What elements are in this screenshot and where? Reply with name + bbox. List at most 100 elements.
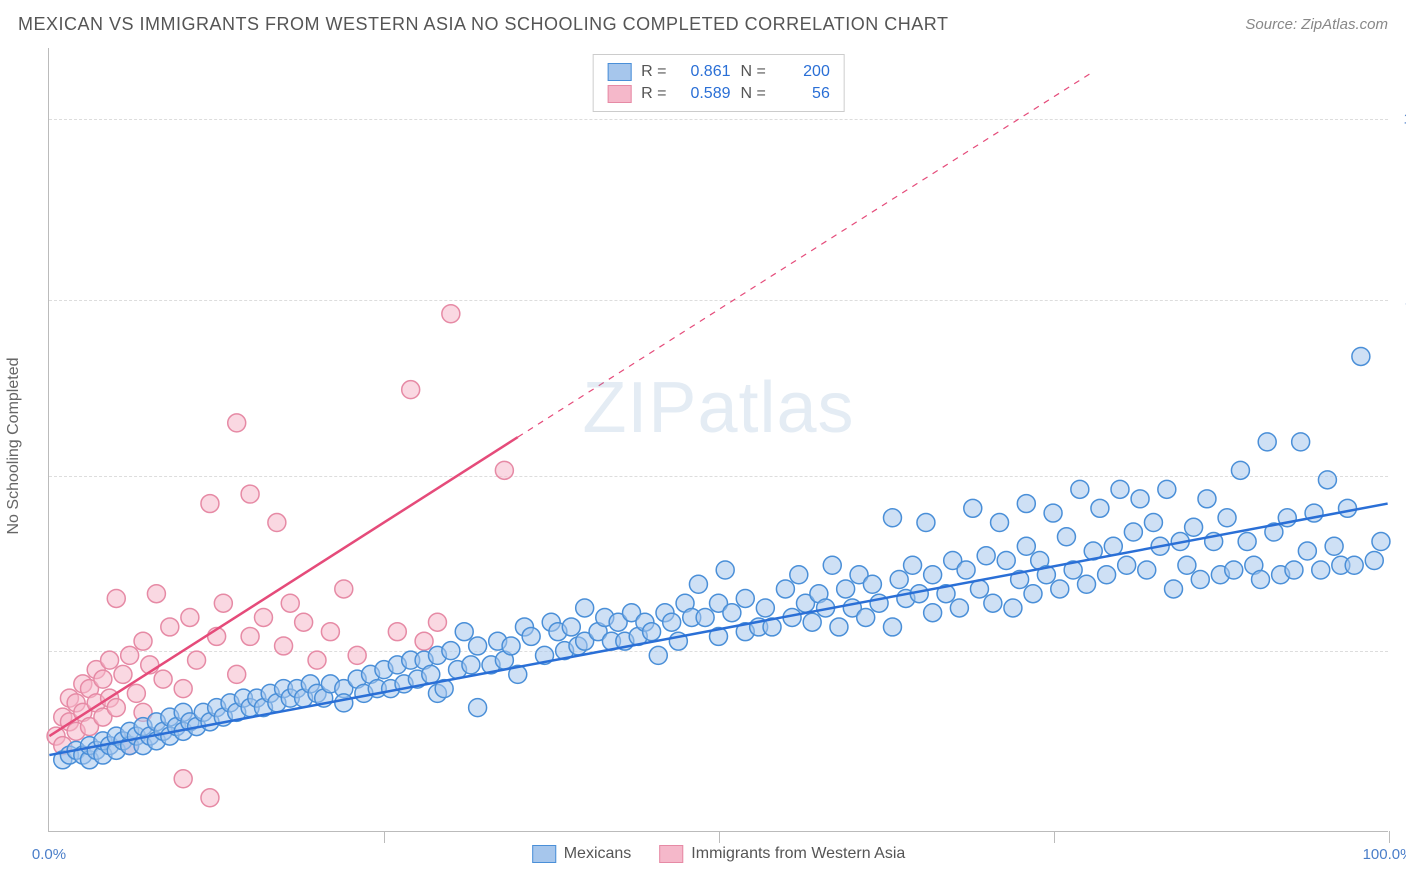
scatter-point bbox=[1158, 480, 1176, 498]
scatter-point bbox=[1191, 571, 1209, 589]
chart-header: MEXICAN VS IMMIGRANTS FROM WESTERN ASIA … bbox=[0, 0, 1406, 48]
scatter-point bbox=[268, 514, 286, 532]
scatter-point bbox=[469, 699, 487, 717]
scatter-point bbox=[1024, 585, 1042, 603]
scatter-point bbox=[957, 561, 975, 579]
scatter-point bbox=[857, 608, 875, 626]
legend-item-blue: Mexicans bbox=[532, 845, 632, 863]
scatter-point bbox=[428, 613, 446, 631]
scatter-point bbox=[201, 789, 219, 807]
scatter-point bbox=[1218, 509, 1236, 527]
scatter-point bbox=[984, 594, 1002, 612]
scatter-point bbox=[1071, 480, 1089, 498]
scatter-point bbox=[756, 599, 774, 617]
scatter-point bbox=[214, 594, 232, 612]
legend-row-blue: R = 0.861 N = 200 bbox=[607, 61, 830, 83]
x-tick bbox=[719, 831, 720, 843]
scatter-point bbox=[1225, 561, 1243, 579]
scatter-point bbox=[1258, 433, 1276, 451]
scatter-point bbox=[281, 594, 299, 612]
scatter-point bbox=[462, 656, 480, 674]
scatter-point bbox=[1098, 566, 1116, 584]
r-label: R = bbox=[641, 63, 666, 81]
scatter-point bbox=[1231, 461, 1249, 479]
scatter-point bbox=[94, 670, 112, 688]
n-value-blue: 200 bbox=[776, 63, 830, 81]
scatter-point bbox=[321, 623, 339, 641]
scatter-point bbox=[1312, 561, 1330, 579]
scatter-point bbox=[174, 680, 192, 698]
scatter-point bbox=[114, 665, 132, 683]
scatter-point bbox=[1198, 490, 1216, 508]
scatter-point bbox=[950, 599, 968, 617]
legend-series: Mexicans Immigrants from Western Asia bbox=[532, 845, 906, 863]
swatch-pink bbox=[607, 85, 631, 103]
scatter-point bbox=[830, 618, 848, 636]
x-tick-label-min: 0.0% bbox=[32, 846, 66, 863]
legend-item-pink: Immigrants from Western Asia bbox=[659, 845, 905, 863]
scatter-point bbox=[890, 571, 908, 589]
scatter-point bbox=[1185, 518, 1203, 536]
scatter-point bbox=[917, 514, 935, 532]
n-label: N = bbox=[741, 63, 766, 81]
scatter-point bbox=[803, 613, 821, 631]
scatter-point bbox=[228, 665, 246, 683]
scatter-point bbox=[924, 604, 942, 622]
scatter-point bbox=[562, 618, 580, 636]
scatter-point bbox=[101, 651, 119, 669]
regression-line bbox=[518, 72, 1093, 437]
scatter-point bbox=[977, 547, 995, 565]
scatter-point bbox=[863, 575, 881, 593]
scatter-point bbox=[188, 651, 206, 669]
scatter-point bbox=[1044, 504, 1062, 522]
scatter-point bbox=[1144, 514, 1162, 532]
scatter-point bbox=[964, 499, 982, 517]
scatter-point bbox=[1372, 533, 1390, 551]
scatter-point bbox=[1051, 580, 1069, 598]
scatter-point bbox=[997, 552, 1015, 570]
scatter-point bbox=[154, 670, 172, 688]
scatter-point bbox=[1178, 556, 1196, 574]
chart-plot-area: ZIPatlas 3.8%7.5%11.2%15.0% 0.0% 100.0% … bbox=[48, 48, 1388, 832]
scatter-point bbox=[1111, 480, 1129, 498]
scatter-point bbox=[1017, 495, 1035, 513]
scatter-point bbox=[1298, 542, 1316, 560]
scatter-point bbox=[121, 646, 139, 664]
scatter-point bbox=[422, 665, 440, 683]
scatter-point bbox=[1057, 528, 1075, 546]
scatter-point bbox=[716, 561, 734, 579]
scatter-point bbox=[254, 608, 272, 626]
scatter-point bbox=[335, 694, 353, 712]
scatter-point bbox=[348, 646, 366, 664]
scatter-point bbox=[837, 580, 855, 598]
scatter-point bbox=[295, 613, 313, 631]
scatter-point bbox=[1131, 490, 1149, 508]
scatter-point bbox=[1285, 561, 1303, 579]
scatter-point bbox=[388, 623, 406, 641]
chart-title: MEXICAN VS IMMIGRANTS FROM WESTERN ASIA … bbox=[18, 14, 948, 35]
scatter-point bbox=[1339, 499, 1357, 517]
scatter-point bbox=[181, 608, 199, 626]
scatter-point bbox=[241, 627, 259, 645]
scatter-point bbox=[228, 414, 246, 432]
scatter-point bbox=[1325, 537, 1343, 555]
scatter-point bbox=[991, 514, 1009, 532]
scatter-point bbox=[495, 461, 513, 479]
legend-label-blue: Mexicans bbox=[564, 845, 632, 863]
scatter-point bbox=[201, 495, 219, 513]
x-tick bbox=[1054, 831, 1055, 843]
scatter-point bbox=[924, 566, 942, 584]
chart-source: Source: ZipAtlas.com bbox=[1245, 16, 1388, 33]
r-value-blue: 0.861 bbox=[677, 63, 731, 81]
scatter-point bbox=[689, 575, 707, 593]
scatter-point bbox=[1091, 499, 1109, 517]
scatter-point bbox=[1345, 556, 1363, 574]
scatter-point bbox=[442, 305, 460, 323]
legend-stats-box: R = 0.861 N = 200 R = 0.589 N = 56 bbox=[592, 54, 845, 112]
x-tick bbox=[1389, 831, 1390, 843]
scatter-point bbox=[1124, 523, 1142, 541]
scatter-point bbox=[1238, 533, 1256, 551]
scatter-point bbox=[776, 580, 794, 598]
x-tick bbox=[384, 831, 385, 843]
scatter-point bbox=[1252, 571, 1270, 589]
